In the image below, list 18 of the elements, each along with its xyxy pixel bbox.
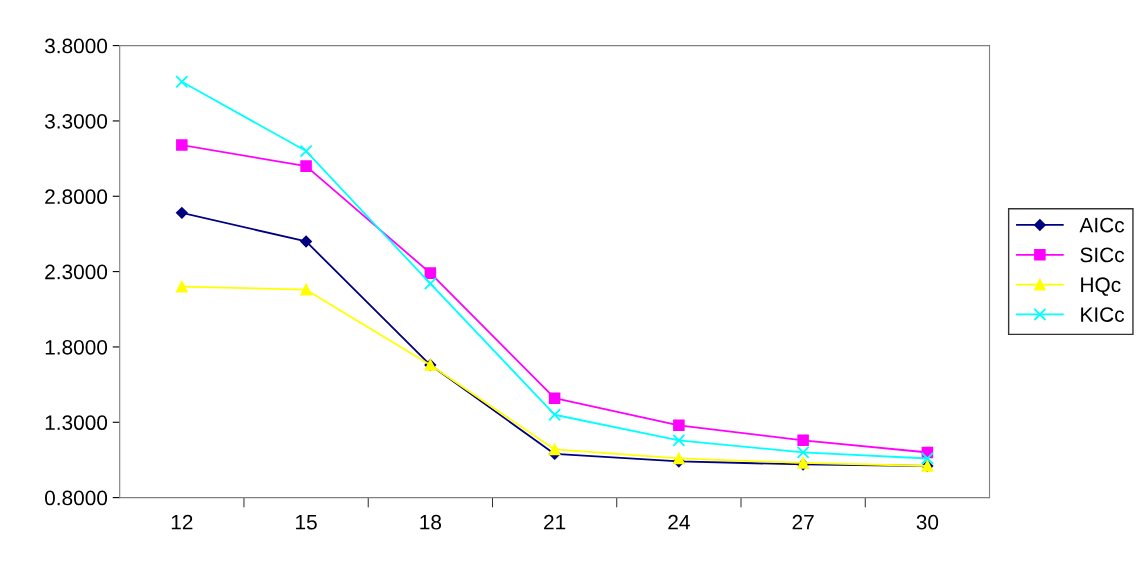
y-tick-label: 2.8000	[45, 189, 108, 205]
y-tick-label: 3.8000	[44, 38, 108, 54]
y-tick-label: 3.3000	[44, 113, 108, 129]
y-tick-label: 0.8000	[44, 490, 108, 506]
x-tick-label: 18	[420, 514, 442, 530]
x-tick-label: 30	[916, 514, 939, 530]
x-tick-label: 24	[668, 514, 690, 530]
x-tick-label: 21	[544, 514, 566, 530]
x-tick-label: 27	[792, 514, 814, 530]
x-tick-label: 12	[171, 514, 193, 530]
legend-label: HQc	[1081, 277, 1121, 296]
x-tick-label: 15	[296, 515, 317, 530]
legend-label: KICc	[1081, 307, 1125, 322]
legend-label: SICc	[1080, 247, 1125, 263]
y-tick-label: 1.3000	[45, 415, 108, 431]
y-tick-label: 2.3000	[45, 264, 108, 280]
legend-label: AICc	[1079, 217, 1125, 233]
y-tick-label: 1.8000	[45, 339, 108, 355]
